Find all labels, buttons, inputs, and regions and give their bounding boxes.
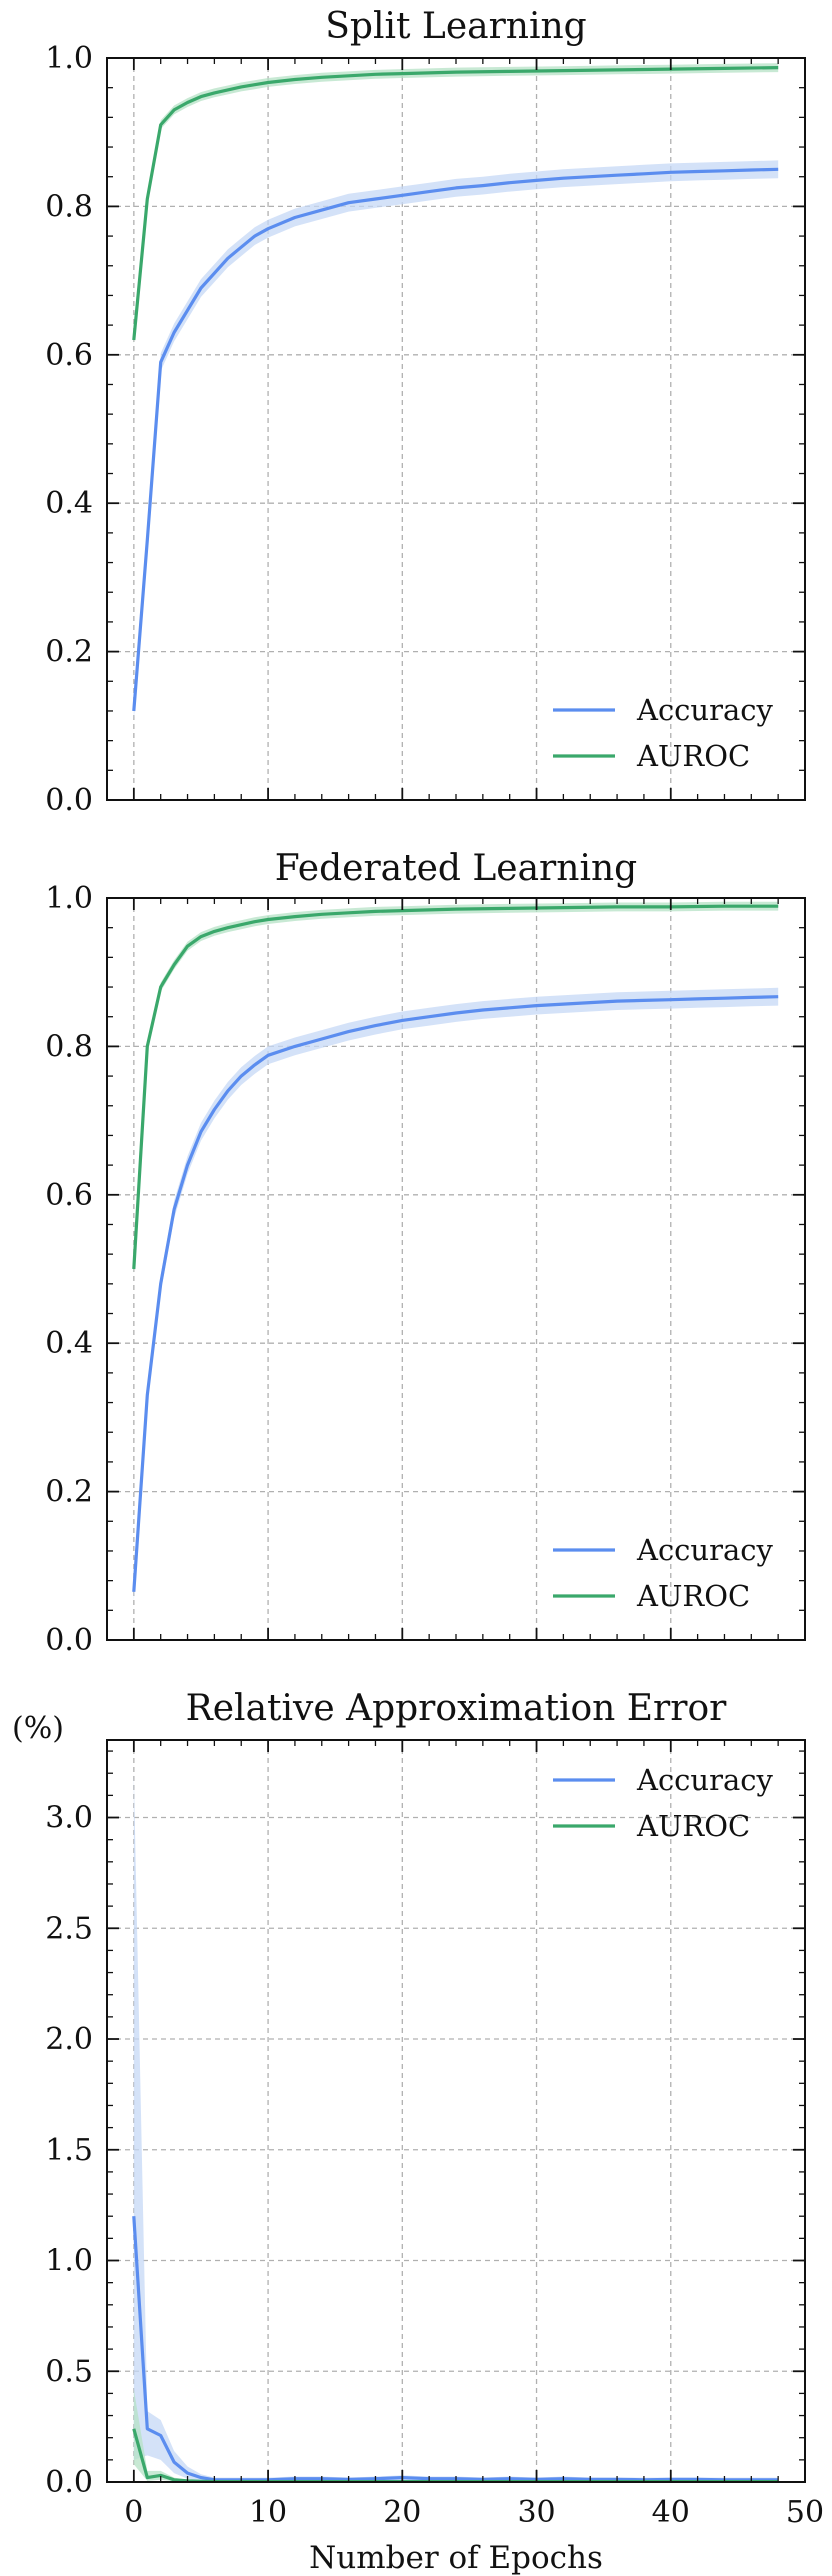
y-tick-label: 0.2 xyxy=(45,1475,93,1510)
data-area xyxy=(132,901,779,1601)
y-tick-label: 0.0 xyxy=(45,1623,93,1658)
series-band-auroc xyxy=(133,2389,779,2482)
legend-label-accuracy: Accuracy xyxy=(636,1533,773,1567)
chart-title: Split Learning xyxy=(325,6,586,47)
axes-frame xyxy=(106,1739,806,2483)
series-band-accuracy xyxy=(133,1773,779,2482)
y-tick-label: 0.8 xyxy=(45,1029,93,1064)
chart-panel-1: Split Learning 0.0 0.2 0.4 0.6 0.8 1.0 Accuracy… xyxy=(45,6,806,818)
y-tick-label: 0.0 xyxy=(45,783,93,818)
chart-title: Relative Approximation Error xyxy=(186,1688,727,1729)
y-tick-label: 2.5 xyxy=(45,1911,93,1946)
series-line-accuracy xyxy=(132,995,779,1592)
series-band-accuracy xyxy=(133,987,779,1601)
legend-label-accuracy: Accuracy xyxy=(636,1763,773,1797)
legend-label-auroc: AUROC xyxy=(636,1579,750,1613)
series-line-auroc xyxy=(132,904,779,1270)
y-tick-label: 1.0 xyxy=(45,881,93,916)
x-tick-label: 30 xyxy=(517,2495,555,2530)
data-area xyxy=(132,63,779,720)
chart-title: Federated Learning xyxy=(275,848,637,889)
y-tick-label: 0.4 xyxy=(45,1326,93,1361)
y-axis-unit-label: (%) xyxy=(12,1711,64,1746)
x-axis-label: Number of Epochs xyxy=(309,2540,603,2576)
series-line-accuracy xyxy=(132,2216,779,2482)
legend-label-auroc: AUROC xyxy=(636,739,750,773)
y-tick-label: 0.4 xyxy=(45,486,93,521)
x-tick-label: 50 xyxy=(786,2495,824,2530)
series-band-accuracy xyxy=(133,160,779,720)
y-tick-label: 0.6 xyxy=(45,1178,93,1213)
legend: Accuracy AUROC xyxy=(553,693,773,773)
data-area xyxy=(132,1773,779,2482)
series-line-accuracy xyxy=(132,167,779,712)
series-band-auroc xyxy=(133,63,779,345)
y-tick-label: 2.0 xyxy=(45,2022,93,2057)
series-line-auroc xyxy=(132,2428,779,2482)
y-tick-label: 1.0 xyxy=(45,41,93,76)
x-tick-label: 10 xyxy=(249,2495,287,2530)
legend: Accuracy AUROC xyxy=(553,1533,773,1613)
y-tick-label: 3.0 xyxy=(45,1801,93,1836)
legend-label-accuracy: Accuracy xyxy=(636,693,773,727)
legend: Accuracy AUROC xyxy=(553,1763,773,1843)
chart-panel-2: Federated Learning 0.0 0.2 0.4 0.6 0.8 1.0 Accu… xyxy=(45,848,806,1658)
x-tick-label: 20 xyxy=(383,2495,421,2530)
series-line-auroc xyxy=(132,66,779,341)
y-tick-label: 0.2 xyxy=(45,635,93,670)
y-tick-label: 1.0 xyxy=(45,2244,93,2279)
legend-label-auroc: AUROC xyxy=(636,1809,750,1843)
y-tick-label: 1.5 xyxy=(45,2133,93,2168)
x-tick-label: 0 xyxy=(124,2495,143,2530)
y-tick-label: 0.6 xyxy=(45,338,93,373)
y-tick-label: 0.5 xyxy=(45,2354,93,2389)
y-tick-label: 0.0 xyxy=(45,2465,93,2500)
chart-panel-3: Relative Approximation Error 0.0 0.5 1.0 1.5… xyxy=(12,1688,824,2576)
x-tick-label: 40 xyxy=(652,2495,690,2530)
y-tick-label: 0.8 xyxy=(45,189,93,224)
